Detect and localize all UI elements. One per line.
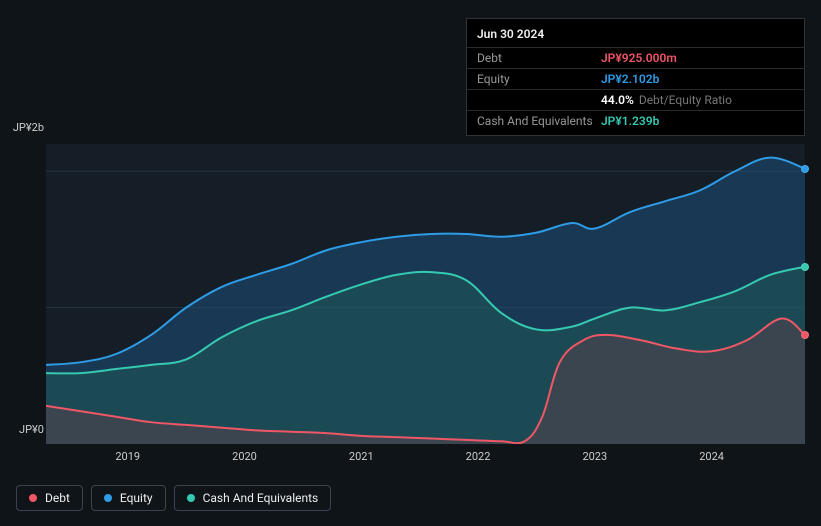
tooltip-row-value: 44.0% Debt/Equity Ratio bbox=[601, 93, 732, 107]
chart-legend: Debt Equity Cash And Equivalents bbox=[16, 485, 331, 511]
chart-container: Jun 30 2024 DebtJP¥925.000mEquityJP¥2.10… bbox=[0, 0, 821, 526]
tooltip-row-label: Equity bbox=[477, 72, 601, 86]
x-axis: 2019 2020 2021 2022 2023 2024 bbox=[46, 450, 805, 470]
tooltip-row-label: Cash And Equivalents bbox=[477, 114, 601, 128]
x-axis-tick: 2022 bbox=[466, 450, 491, 463]
tooltip-row: DebtJP¥925.000m bbox=[467, 47, 804, 68]
legend-label: Debt bbox=[45, 491, 70, 505]
legend-item[interactable]: Equity bbox=[91, 485, 166, 511]
tooltip-row-label bbox=[477, 93, 601, 107]
y-axis-label-top: JP¥2b bbox=[4, 121, 44, 134]
x-axis-tick: 2023 bbox=[582, 450, 607, 463]
tooltip-row: 44.0% Debt/Equity Ratio bbox=[467, 89, 804, 110]
x-axis-tick: 2021 bbox=[349, 450, 374, 463]
series-marker bbox=[801, 263, 809, 271]
tooltip-date: Jun 30 2024 bbox=[467, 23, 804, 47]
tooltip-row: Cash And EquivalentsJP¥1.239b bbox=[467, 110, 804, 131]
legend-dot-icon bbox=[104, 494, 112, 502]
legend-dot-icon bbox=[187, 494, 195, 502]
tooltip-row: EquityJP¥2.102b bbox=[467, 68, 804, 89]
series-marker bbox=[801, 331, 809, 339]
legend-item[interactable]: Cash And Equivalents bbox=[174, 485, 332, 511]
x-axis-tick: 2019 bbox=[115, 450, 140, 463]
tooltip-row-value: JP¥2.102b bbox=[601, 72, 659, 86]
x-axis-tick: 2024 bbox=[699, 450, 724, 463]
tooltip-rows: DebtJP¥925.000mEquityJP¥2.102b44.0% Debt… bbox=[467, 47, 804, 131]
chart-plot[interactable] bbox=[46, 144, 805, 444]
tooltip-row-value: JP¥925.000m bbox=[601, 51, 677, 65]
legend-dot-icon bbox=[29, 494, 37, 502]
chart-area: JP¥2b JP¥0 201920202021202220232024 bbox=[16, 120, 805, 470]
legend-label: Equity bbox=[120, 491, 153, 505]
tooltip-row-label: Debt bbox=[477, 51, 601, 65]
series-marker bbox=[801, 165, 809, 173]
x-axis-tick: 2020 bbox=[232, 450, 257, 463]
legend-item[interactable]: Debt bbox=[16, 485, 83, 511]
y-axis-label-bottom: JP¥0 bbox=[4, 423, 44, 436]
chart-tooltip: Jun 30 2024 DebtJP¥925.000mEquityJP¥2.10… bbox=[466, 18, 805, 136]
tooltip-row-value: JP¥1.239b bbox=[601, 114, 659, 128]
legend-label: Cash And Equivalents bbox=[203, 491, 319, 505]
